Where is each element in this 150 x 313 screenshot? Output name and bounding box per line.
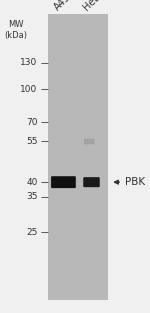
Text: A431: A431 [52, 0, 77, 13]
Text: 100: 100 [20, 85, 38, 94]
Text: 130: 130 [20, 58, 38, 67]
Bar [48, 14, 108, 300]
Text: 55: 55 [26, 137, 38, 146]
FancyBboxPatch shape [84, 139, 95, 144]
Text: PBK: PBK [124, 177, 145, 187]
FancyBboxPatch shape [51, 176, 76, 188]
Text: HeLa: HeLa [81, 0, 106, 13]
Text: 40: 40 [26, 178, 38, 187]
Text: 70: 70 [26, 118, 38, 126]
Text: 35: 35 [26, 192, 38, 201]
Text: MW
(kDa): MW (kDa) [4, 20, 27, 40]
Text: 25: 25 [26, 228, 38, 237]
FancyBboxPatch shape [83, 177, 100, 187]
